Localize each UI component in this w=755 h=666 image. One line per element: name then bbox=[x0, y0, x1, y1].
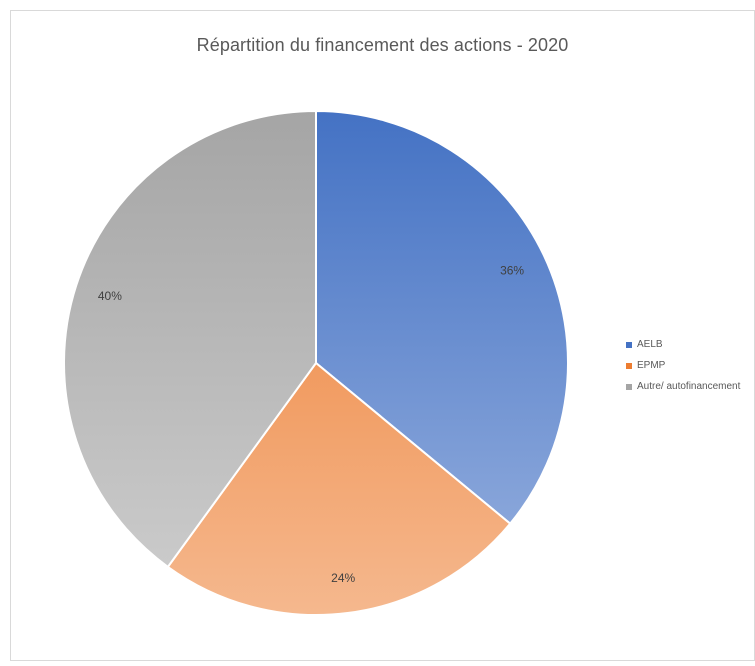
data-label-aelb: 36% bbox=[500, 264, 524, 278]
pie-slice-autre bbox=[63, 109, 317, 569]
legend-item-aelb: AELB bbox=[626, 334, 740, 355]
legend-item-epmp: EPMP bbox=[626, 355, 740, 376]
pie-chart: 36% 24% 40% bbox=[63, 109, 569, 616]
pie-slice-aelb bbox=[315, 109, 569, 526]
legend-swatch-epmp bbox=[626, 362, 632, 369]
legend: AELB EPMP Autre/ autofinancement bbox=[626, 334, 740, 397]
pie-slice-epmp bbox=[166, 361, 512, 616]
chart-area: Répartition du financement des actions -… bbox=[10, 10, 755, 661]
legend-swatch-aelb bbox=[626, 341, 632, 348]
legend-label-epmp: EPMP bbox=[637, 360, 666, 371]
legend-swatch-autre bbox=[626, 383, 632, 390]
chart-title: Répartition du financement des actions -… bbox=[196, 35, 569, 55]
legend-item-autre: Autre/ autofinancement bbox=[626, 376, 740, 397]
legend-label-autre: Autre/ autofinancement bbox=[637, 381, 741, 392]
data-label-autre: 40% bbox=[98, 289, 122, 303]
legend-label-aelb: AELB bbox=[637, 339, 663, 350]
data-label-epmp: 24% bbox=[331, 571, 355, 585]
